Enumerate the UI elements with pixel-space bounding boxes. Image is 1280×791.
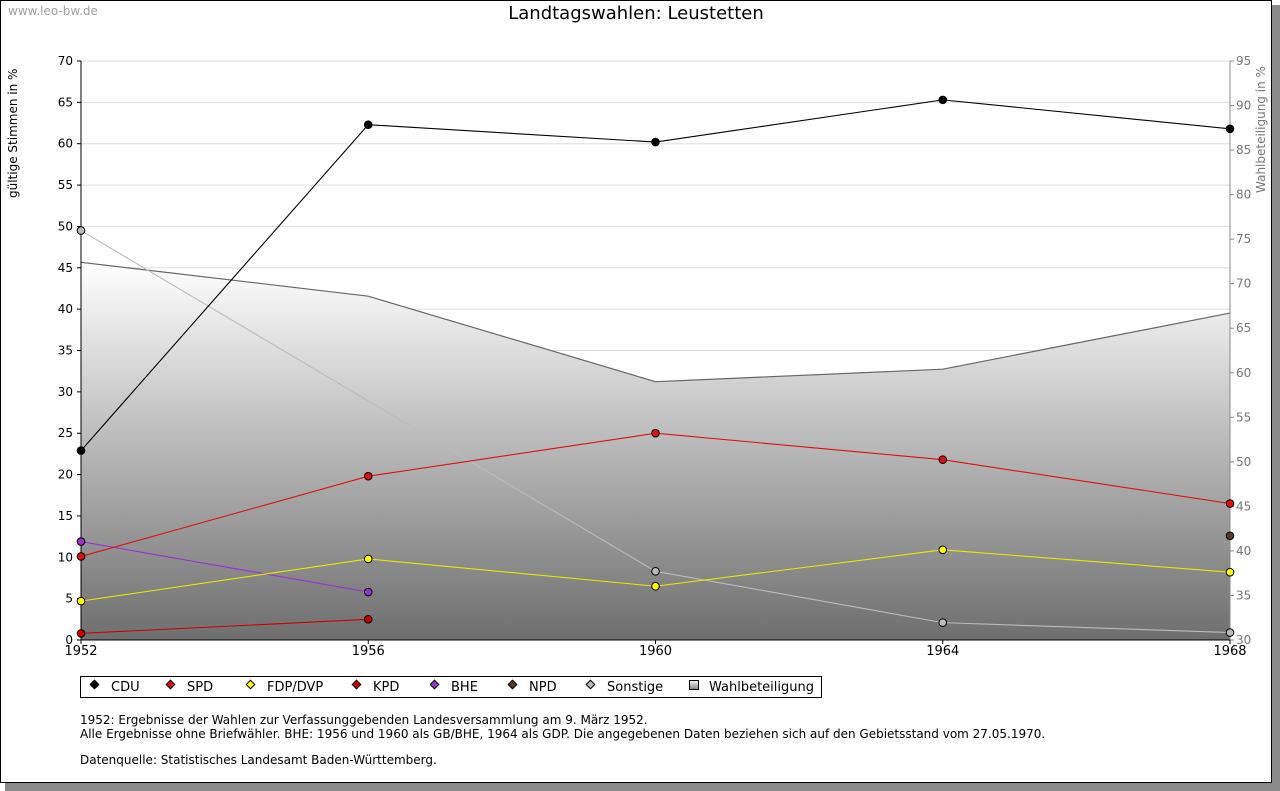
x-tick-label: 1964 (926, 644, 959, 659)
y2-tick-label: 80 (1236, 188, 1251, 202)
y-tick-label: 60 (58, 137, 73, 151)
series-line-bhe (80, 541, 369, 593)
series-line-sonstige (80, 230, 1231, 634)
data-point-cdu (938, 95, 948, 105)
data-point-cdu (651, 137, 660, 147)
legend-label-npd: NPD (529, 680, 557, 695)
data-point-fdp-dvp (76, 596, 86, 606)
frame-shadow-bottom (5, 783, 1280, 791)
y-tick-label: 55 (58, 178, 73, 192)
y-tick-label: 20 (58, 468, 73, 482)
legend-marker-kpd (351, 679, 362, 690)
legend-label-wahlbeteiligung: Wahlbeteiligung (709, 680, 815, 695)
y-tick-label: 70 (58, 54, 73, 68)
legend: CDU SPD FDP/DVP KPD BHE NPD Sonstige Wahlbeteil… (80, 676, 822, 698)
data-point-sonstige (1225, 628, 1235, 637)
data-point-kpd (76, 629, 86, 638)
y2-tick-label: 85 (1236, 143, 1251, 157)
y-tick-label: 5 (65, 592, 73, 606)
data-point-spd (938, 455, 948, 464)
y2-axis-label: Wahlbeteiligung in % (1254, 66, 1268, 193)
data-point-fdp-dvp (651, 581, 660, 591)
legend-marker-sonstige (585, 679, 596, 690)
series (76, 95, 1235, 638)
data-point-npd (1225, 531, 1235, 541)
y2-tick-label: 65 (1236, 321, 1251, 335)
chart-title: Landtagswahlen: Leustetten (508, 3, 764, 24)
data-point-cdu (1225, 124, 1235, 134)
y2-tick-label: 75 (1236, 232, 1251, 246)
y-tick-label: 45 (58, 261, 73, 275)
turnout-line (80, 261, 1231, 383)
y2-tick-label: 45 (1236, 499, 1251, 513)
y-tick-label: 0 (65, 633, 73, 647)
y2-tick-label: 95 (1236, 54, 1251, 68)
legend-label-sonstige: Sonstige (607, 680, 664, 695)
note-1952: 1952: Ergebnisse der Wahlen zur Verfassu… (80, 713, 648, 727)
legend-marker-spd (165, 679, 176, 690)
series-line-kpd (80, 618, 369, 634)
y-tick-label: 40 (58, 302, 73, 316)
data-point-sonstige (938, 618, 948, 627)
y2-tick-label: 40 (1236, 544, 1251, 558)
x-tick-label: 1960 (639, 644, 672, 659)
axes: 0 5 10 15 20 25 30 35 40 45 50 55 60 65 70 30 35 40 45 50 55… (58, 54, 1252, 659)
y2-tick-label: 90 (1236, 99, 1251, 113)
x-tick-label: 1968 (1213, 644, 1246, 659)
y2-tick-label: 55 (1236, 410, 1251, 424)
y-tick-label: 15 (58, 509, 73, 523)
legend-marker-cdu (89, 679, 100, 690)
y-tick-label: 35 (58, 344, 73, 358)
y-axis-label: gültige Stimmen in % (6, 69, 20, 198)
data-point-sonstige (76, 226, 86, 235)
note-source: Datenquelle: Statistisches Landesamt Bad… (80, 753, 437, 767)
legend-label-bhe: BHE (451, 680, 478, 695)
data-point-bhe (76, 537, 86, 546)
y-tick-label: 25 (58, 426, 73, 440)
legend-marker-bhe (429, 679, 440, 690)
data-point-spd (363, 471, 373, 481)
legend-label-kpd: KPD (373, 680, 400, 695)
data-point-fdp-dvp (363, 554, 373, 564)
y2-tick-label: 30 (1236, 633, 1251, 647)
data-point-cdu (363, 120, 373, 129)
legend-swatch-wahlbeteiligung (689, 680, 699, 690)
y-tick-label: 65 (58, 95, 73, 109)
note-general: Alle Ergebnisse ohne Briefwähler. BHE: 1… (80, 727, 1046, 741)
data-point-spd (76, 552, 86, 561)
y2-tick-label: 35 (1236, 588, 1251, 602)
y-tick-label: 10 (58, 550, 73, 564)
legend-label-cdu: CDU (111, 680, 140, 695)
x-tick-label: 1952 (64, 644, 97, 659)
watermark: www.leo-bw.de (8, 4, 98, 18)
y2-tick-label: 60 (1236, 366, 1251, 380)
data-point-kpd (363, 615, 373, 624)
data-point-spd (651, 428, 660, 438)
legend-label-fdp-dvp: FDP/DVP (267, 680, 324, 695)
legend-label-spd: SPD (187, 680, 214, 695)
legend-marker-npd (507, 679, 518, 690)
data-point-sonstige (651, 567, 660, 576)
y2-tick-label: 70 (1236, 277, 1251, 291)
data-point-fdp-dvp (938, 545, 948, 555)
y-tick-label: 30 (58, 385, 73, 399)
data-point-bhe (363, 587, 373, 597)
data-point-spd (1225, 499, 1235, 508)
y2-tick-label: 50 (1236, 455, 1251, 469)
frame-shadow-right (1272, 5, 1280, 791)
legend-marker-fdp-dvp (245, 679, 256, 690)
data-point-fdp-dvp (1225, 567, 1235, 577)
y-tick-label: 50 (58, 219, 73, 233)
x-tick-label: 1956 (352, 644, 385, 659)
data-point-cdu (76, 446, 86, 455)
